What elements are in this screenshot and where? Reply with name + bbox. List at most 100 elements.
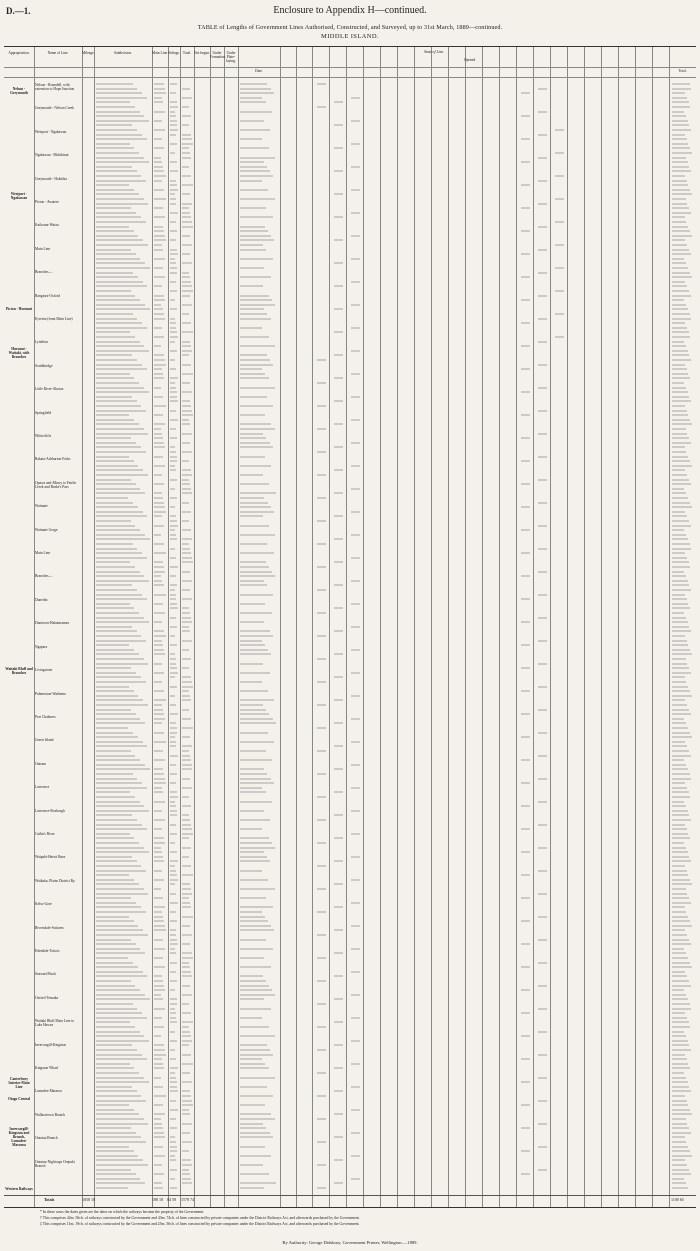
table-row [317,1141,326,1143]
table-row [240,83,268,85]
table-row [334,630,343,633]
table-row [154,359,165,361]
table-row [182,883,191,886]
table-row [240,129,271,131]
table-row [154,1076,162,1079]
table-row [182,1030,191,1033]
table-row [182,280,192,283]
table-row [170,428,176,430]
col-date: Date. [255,69,263,73]
table-row [317,888,326,890]
table-row [672,575,686,578]
table-row [672,202,688,205]
table-row [96,175,142,177]
table-row [170,368,177,371]
table-row [521,1058,530,1061]
table-row [154,308,163,311]
table-row [672,372,689,375]
col-under-plate-laying: Under Plate-laying. [226,51,236,63]
table-row [334,446,343,449]
table-row [182,193,191,196]
table-row [334,101,343,104]
table-row [672,823,685,826]
table-row [672,317,692,320]
table-row [538,432,547,435]
table-row [170,520,178,522]
table-row [96,1131,137,1134]
table-row [182,253,190,256]
table-row [240,717,273,720]
table-row [521,828,530,831]
table-row [672,869,687,872]
table-row [334,722,343,725]
table-row [96,722,146,725]
table-row [154,612,166,614]
table-row [240,947,273,950]
table-row [672,267,688,269]
table-row [334,745,343,748]
line-name: Edendale-Toitois [35,948,60,953]
table-row [96,340,140,343]
table-row [154,87,165,90]
table-row [240,308,265,311]
table-row [672,115,686,118]
table-row [96,805,145,808]
table-row [96,106,135,108]
table-row [521,621,530,624]
table-row [240,1173,270,1176]
table-row [154,96,162,99]
table-row [96,1099,147,1102]
table-row [154,1154,165,1157]
table-row [672,993,687,996]
table-row [672,1164,688,1166]
table-row [170,230,178,233]
table-row [154,690,164,693]
table-row [154,497,163,499]
table-row [538,501,547,504]
table-row [182,202,193,205]
table-row [672,506,692,509]
table-row [170,451,177,453]
table-row [538,1030,547,1033]
table-row [672,846,686,849]
table-row [521,805,530,808]
table-row [672,92,686,95]
table-row [96,584,133,587]
table-row [170,331,177,334]
table-row [672,1039,688,1042]
table-row [240,929,275,932]
table-row [317,635,326,637]
table-row [240,1035,276,1038]
table-row [96,786,147,789]
table-row [672,271,690,274]
table-row [96,202,149,205]
table-row [96,110,140,113]
col-subdivision: Subdivision. [113,51,133,55]
table-row [154,524,165,527]
table-row [96,791,131,794]
table-row [96,230,134,233]
table-row [96,474,148,476]
document-label: D.—1. [6,6,31,16]
table-row [538,731,547,734]
table-row [672,230,690,233]
table-row [182,984,190,987]
table-row [154,239,166,242]
table-row [538,1099,547,1102]
table-row [521,1104,530,1107]
table-row [521,92,530,95]
table-row [182,207,189,210]
table-row [154,464,165,467]
table-row [672,101,689,104]
table-row [538,938,547,941]
table-row [96,138,147,141]
table-row [240,1145,265,1148]
table-row [182,124,189,127]
table-row [96,529,141,532]
table-row [182,216,191,219]
table-row [154,929,166,932]
island-heading: MIDDLE ISLAND. [321,33,379,40]
table-row [182,115,192,118]
table-row [672,262,687,265]
table-row [170,83,178,85]
